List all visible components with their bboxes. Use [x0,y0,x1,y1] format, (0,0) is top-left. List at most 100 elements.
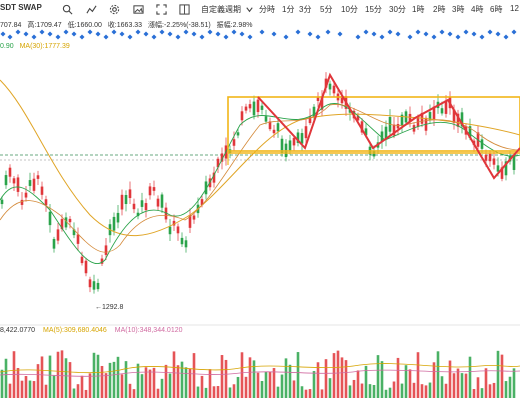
volume-bar [268,371,272,398]
volume-bar [0,369,4,398]
search-icon[interactable] [60,2,74,16]
volume-bar [164,364,168,398]
timeframe-6[interactable]: 30分 [389,5,406,14]
volume-bar [16,367,20,398]
candle-body [252,101,256,116]
timeframe-5[interactable]: 15分 [365,5,382,14]
candle-body [180,237,184,245]
volume-bar [8,383,12,398]
volume-bar [44,384,48,398]
timeframe-0[interactable]: 分時 [259,5,275,14]
timeframe-11[interactable]: 6時 [490,5,503,14]
volume-bar [448,360,452,398]
high-label: 高: [27,22,37,29]
volume-bar [400,383,404,398]
signal-diamond [119,31,125,37]
signal-diamond [455,34,461,40]
candle-body [512,155,516,170]
timeframe-12[interactable]: 12 [510,4,519,13]
volume-bar [452,373,456,398]
volume-bar [340,357,344,398]
high-value: 1709.47 [36,22,62,29]
vol-ma5-label: MA(5):309,680.4046 [43,327,107,334]
timeframe-8[interactable]: 2時 [433,5,446,14]
signal-diamond [127,34,133,40]
volume-bar [212,386,216,398]
volume-bar [396,357,400,398]
timeframe-2[interactable]: 3分 [299,5,312,14]
signal-diamond [143,31,149,37]
signal-diamond [39,29,45,35]
volume-bar [472,389,476,398]
timeframe-4[interactable]: 10分 [341,5,358,14]
volume-value: 8,422.0770 [0,327,36,334]
image-icon[interactable] [131,2,145,16]
timeframe-1[interactable]: 1分 [282,5,295,14]
candle-body [96,282,100,290]
candle-body [168,226,172,235]
candle-body [332,85,336,94]
candle-body [184,240,188,248]
volume-bar [356,370,360,398]
candle-body [288,140,292,151]
candle-body [40,186,44,195]
volume-bar [284,358,288,398]
volume-bar [52,375,56,398]
candle-body [16,177,20,192]
volume-bar [436,351,440,398]
candle-body [428,112,432,121]
signal-diamond [103,34,109,40]
volume-bar [380,361,384,398]
volume-bar [232,384,236,398]
candle-body [64,217,68,228]
volume-bar [348,385,352,398]
candle-body [132,203,136,210]
custom-period-button[interactable]: 自定義週期 [201,5,241,14]
candle-body [500,167,504,179]
candle-body [248,104,252,109]
candle-body [116,212,120,223]
gear-icon[interactable] [107,2,121,16]
candle-body [264,116,268,122]
volume-bar [408,369,412,398]
signal-diamond [191,31,197,37]
candle-body [176,226,180,234]
timeframe-9[interactable]: 3時 [452,5,465,14]
volume-bar [504,381,508,398]
signal-diamond [431,34,437,40]
signal-diamond [271,31,277,37]
vol-ma10-label: MA(10):348,344.0120 [114,327,183,334]
signal-diamond [63,29,69,35]
candle-body [36,175,40,179]
volume-bar [440,376,444,398]
chevron-down-icon[interactable] [242,2,256,16]
ma30-line [0,79,520,237]
volume-bar [192,353,196,398]
volume-bar [484,368,488,398]
signal-diamond [111,29,117,35]
timeframe-3[interactable]: 5分 [320,5,333,14]
chart-line-icon[interactable] [84,2,98,16]
candle-body [272,129,276,134]
candle-body [440,108,444,114]
amplitude-value: 2.98% [232,22,253,29]
candle-body [444,100,448,114]
volume-bar [256,372,260,398]
volume-bar [412,382,416,398]
timeframe-10[interactable]: 4時 [471,5,484,14]
volume-bar [404,365,408,398]
candle-body [48,211,52,226]
signal-diamond [231,29,237,35]
volume-bar [300,386,304,398]
layout-icon[interactable] [177,2,191,16]
fullscreen-icon[interactable] [154,2,168,16]
candle-body [468,126,472,138]
volume-bar [36,364,40,398]
volume-bar [368,384,372,398]
signal-diamond [167,31,173,37]
timeframe-7[interactable]: 1時 [412,5,425,14]
candle-body [312,106,316,118]
signal-diamond [259,29,265,35]
candle-body [268,121,272,130]
